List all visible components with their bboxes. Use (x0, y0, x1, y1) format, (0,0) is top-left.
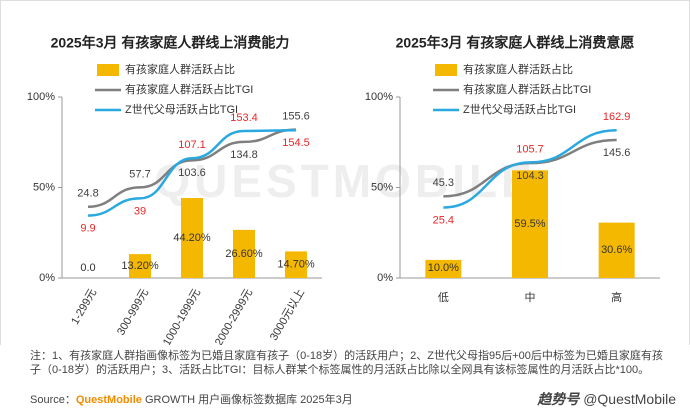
x-tick-label: 2000-2999元 (213, 287, 255, 345)
bar-label: 26.60% (225, 248, 263, 260)
line-label: 105.7 (516, 143, 544, 155)
legend-label: 有孩家庭人群活跃占比TGI (125, 82, 253, 96)
source-brand: QuestMobile (75, 394, 142, 406)
y-tick-label: 100% (27, 91, 55, 103)
bar-label: 10.0% (428, 262, 459, 274)
x-tick-label: 3000元以上 (267, 286, 307, 342)
brand-handle: @QuestMobile (583, 391, 676, 407)
line-label: 107.1 (178, 139, 206, 151)
bar-label: 30.6% (601, 244, 632, 256)
bar-label: 59.5% (514, 218, 545, 230)
source-label: Source： (30, 394, 76, 406)
bar (129, 254, 151, 278)
bar (181, 197, 203, 278)
watermark: QUESTMOBILE (154, 155, 535, 207)
line-label: 57.7 (129, 168, 150, 180)
brand-logo: 趋势号 (537, 391, 580, 407)
bar (233, 229, 255, 278)
line-label: 155.6 (282, 111, 310, 123)
bar (512, 170, 548, 278)
chart-title: 2025年3月 有孩家庭人群线上消费能力 (51, 35, 290, 51)
source: Source：QuestMobile GROWTH 用户画像标签数据库 2025… (30, 391, 353, 407)
chart-title: 2025年3月 有孩家庭人群线上消费意愿 (396, 35, 635, 51)
legend-swatch (97, 64, 119, 76)
x-tick-label: 1000-1999元 (161, 287, 203, 345)
legend-swatch (435, 64, 457, 76)
line (87, 129, 297, 217)
line-label: 45.3 (433, 177, 454, 189)
line-label: 25.4 (433, 214, 454, 226)
y-tick-label: 100% (365, 91, 393, 103)
bar-label: 14.70% (277, 259, 315, 271)
line-label: 153.4 (230, 112, 258, 124)
source-text: GROWTH 用户画像标签数据库 2025年3月 (144, 394, 353, 406)
x-tick-label: 低 (438, 291, 449, 304)
x-tick-label: 300-999元 (115, 287, 151, 337)
line (443, 128, 617, 209)
line-label: 103.6 (178, 167, 206, 179)
legend-label: 有孩家庭人群活跃占比 (463, 62, 573, 76)
line-label: 134.8 (230, 149, 258, 161)
bar (598, 222, 635, 278)
line-label: 104.3 (516, 170, 544, 182)
bar-label: 0.0 (80, 262, 95, 274)
bar-label: 44.20% (173, 232, 211, 244)
y-tick-label: 0% (39, 272, 55, 284)
line-label: 162.9 (603, 111, 631, 123)
y-tick-label: 50% (33, 181, 55, 193)
brand: 趋势号 @QuestMobile (537, 389, 676, 409)
bar-label: 13.20% (121, 260, 159, 272)
footnote: 注：1、有孩家庭人群指画像标签为已婚且家庭有孩子（0-18岁）的活跃用户；2、Z… (30, 350, 663, 376)
y-tick-label: 0% (377, 272, 393, 284)
y-tick-label: 50% (371, 181, 393, 193)
line-label: 9.9 (80, 222, 95, 234)
line-label: 39 (134, 205, 146, 217)
bar (285, 251, 307, 278)
legend-label: 有孩家庭人群活跃占比 (125, 62, 235, 76)
legend-label: Z世代父母活跃占比TGI (463, 102, 576, 116)
line-label: 154.5 (282, 137, 310, 149)
line-label: 145.6 (603, 147, 631, 159)
x-tick-label: 中 (525, 291, 536, 304)
bar (425, 259, 462, 278)
x-tick-label: 1-299元 (69, 287, 99, 327)
line (87, 128, 297, 209)
legend-label: 有孩家庭人群活跃占比TGI (463, 82, 591, 96)
legend-label: Z世代父母活跃占比TGI (125, 102, 238, 116)
line-label: 24.8 (77, 188, 98, 200)
x-tick-label: 高 (611, 290, 622, 304)
